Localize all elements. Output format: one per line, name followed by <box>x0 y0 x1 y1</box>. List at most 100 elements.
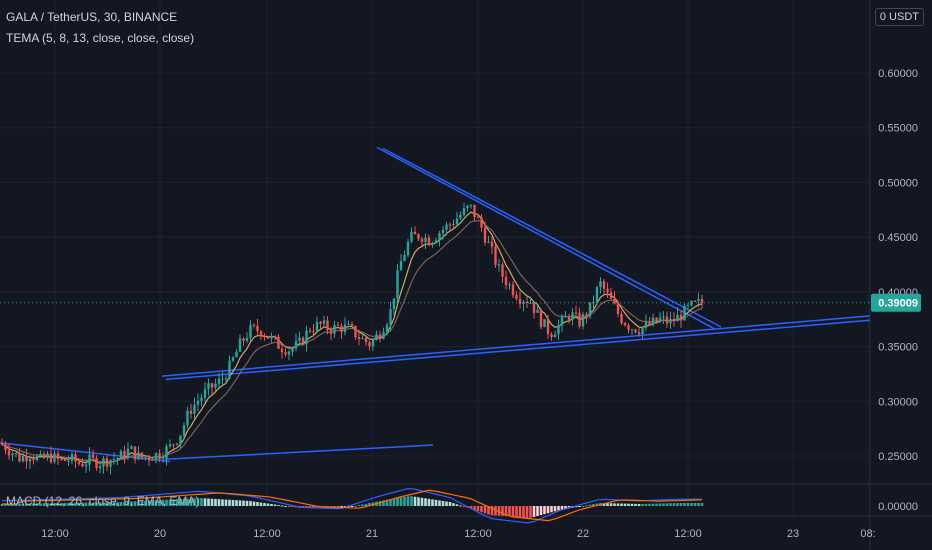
macd-bar <box>238 500 242 506</box>
macd-bar <box>679 503 683 506</box>
trendline <box>382 147 722 328</box>
macd-bar <box>536 506 539 516</box>
trendline <box>165 319 871 381</box>
candle-body <box>18 453 21 462</box>
macd-bar <box>91 502 95 506</box>
macd-bar <box>490 506 494 516</box>
candle-body <box>483 227 487 243</box>
candle-body <box>557 325 560 335</box>
macd-bar <box>14 503 18 506</box>
time-tick-label: 22 <box>577 528 589 540</box>
macd-bar <box>4 503 7 506</box>
candle-body <box>466 205 469 209</box>
macd-bar <box>70 502 74 506</box>
candle-body <box>28 458 32 462</box>
macd-bar <box>277 504 280 506</box>
candle-body <box>221 378 224 380</box>
macd-bar <box>648 503 651 506</box>
macd-bar <box>259 502 263 506</box>
macd-bar <box>67 502 70 506</box>
macd-bar <box>529 506 532 518</box>
candle-body <box>319 321 322 324</box>
signal-line <box>2 489 703 522</box>
candle-body <box>277 336 280 349</box>
macd-bar <box>207 498 210 506</box>
macd-bar <box>676 503 679 506</box>
candle-body <box>228 360 231 379</box>
candle-body <box>130 446 133 449</box>
candle-body <box>189 410 193 414</box>
candle-body <box>410 231 413 242</box>
macd-bar <box>140 500 144 506</box>
candle-body <box>648 321 651 325</box>
macd-bar <box>84 502 88 506</box>
candle-body <box>700 298 704 304</box>
candle-body <box>336 324 340 326</box>
macd-bar <box>266 503 270 506</box>
trendline <box>376 146 716 330</box>
trendlines <box>0 146 871 463</box>
candle-body <box>602 281 606 289</box>
macd-bar <box>196 498 200 506</box>
macd-bar <box>60 502 63 506</box>
candle-body <box>7 450 11 456</box>
candle-body <box>585 314 588 317</box>
candle-body <box>532 302 536 313</box>
candle-body <box>445 224 448 230</box>
macd-bar <box>193 498 196 506</box>
candle-body <box>441 229 445 234</box>
macd-bar <box>392 498 396 506</box>
macd-bar <box>147 500 151 506</box>
candle-body <box>627 325 630 330</box>
macd-bar <box>119 501 123 506</box>
macd-bar <box>553 506 557 512</box>
candle-body <box>539 309 543 327</box>
macd-pane <box>0 487 704 524</box>
macd-bar <box>641 503 644 506</box>
macd-bar <box>473 506 476 510</box>
macd-bar <box>508 506 511 517</box>
macd-bar <box>480 506 483 513</box>
macd-bar <box>697 503 700 506</box>
candle-body <box>137 452 140 460</box>
candle-body <box>98 466 102 469</box>
currency-selector[interactable]: 0 USDT <box>874 8 924 26</box>
candle-body <box>39 453 42 457</box>
candle-body <box>417 234 420 239</box>
candle-body <box>333 324 336 334</box>
macd-bar <box>378 501 382 506</box>
candle-body <box>270 335 273 339</box>
candle-body <box>350 323 354 326</box>
candle-body <box>560 316 564 326</box>
macd-bar <box>228 499 231 506</box>
candle-body <box>385 324 389 333</box>
candle-body <box>497 264 501 266</box>
candle-body <box>448 224 452 226</box>
candle-body <box>312 330 315 332</box>
macd-bar <box>581 505 585 507</box>
candle-body <box>609 292 613 299</box>
candle-body <box>35 456 39 461</box>
candle-body <box>504 276 508 286</box>
macd-bar <box>588 504 592 506</box>
candle-body <box>63 459 67 462</box>
candle-body <box>249 324 252 338</box>
macd-bar <box>539 506 543 516</box>
macd-bar <box>511 506 515 517</box>
macd-bar <box>630 503 634 506</box>
candle-body <box>679 314 683 321</box>
price-tick-label: 0.45000 <box>878 232 918 244</box>
macd-bar <box>144 500 147 506</box>
candle-body <box>112 458 116 460</box>
macd-bar <box>252 501 256 506</box>
macd-bar <box>98 502 102 506</box>
candle-body <box>543 319 546 327</box>
candle-body <box>144 457 147 459</box>
candle-body <box>21 456 25 462</box>
candle-body <box>133 446 137 460</box>
price-tick-label: 0.60000 <box>878 68 918 80</box>
candle-body <box>529 302 532 304</box>
macd-bar <box>578 506 581 507</box>
candle-body <box>151 459 154 461</box>
